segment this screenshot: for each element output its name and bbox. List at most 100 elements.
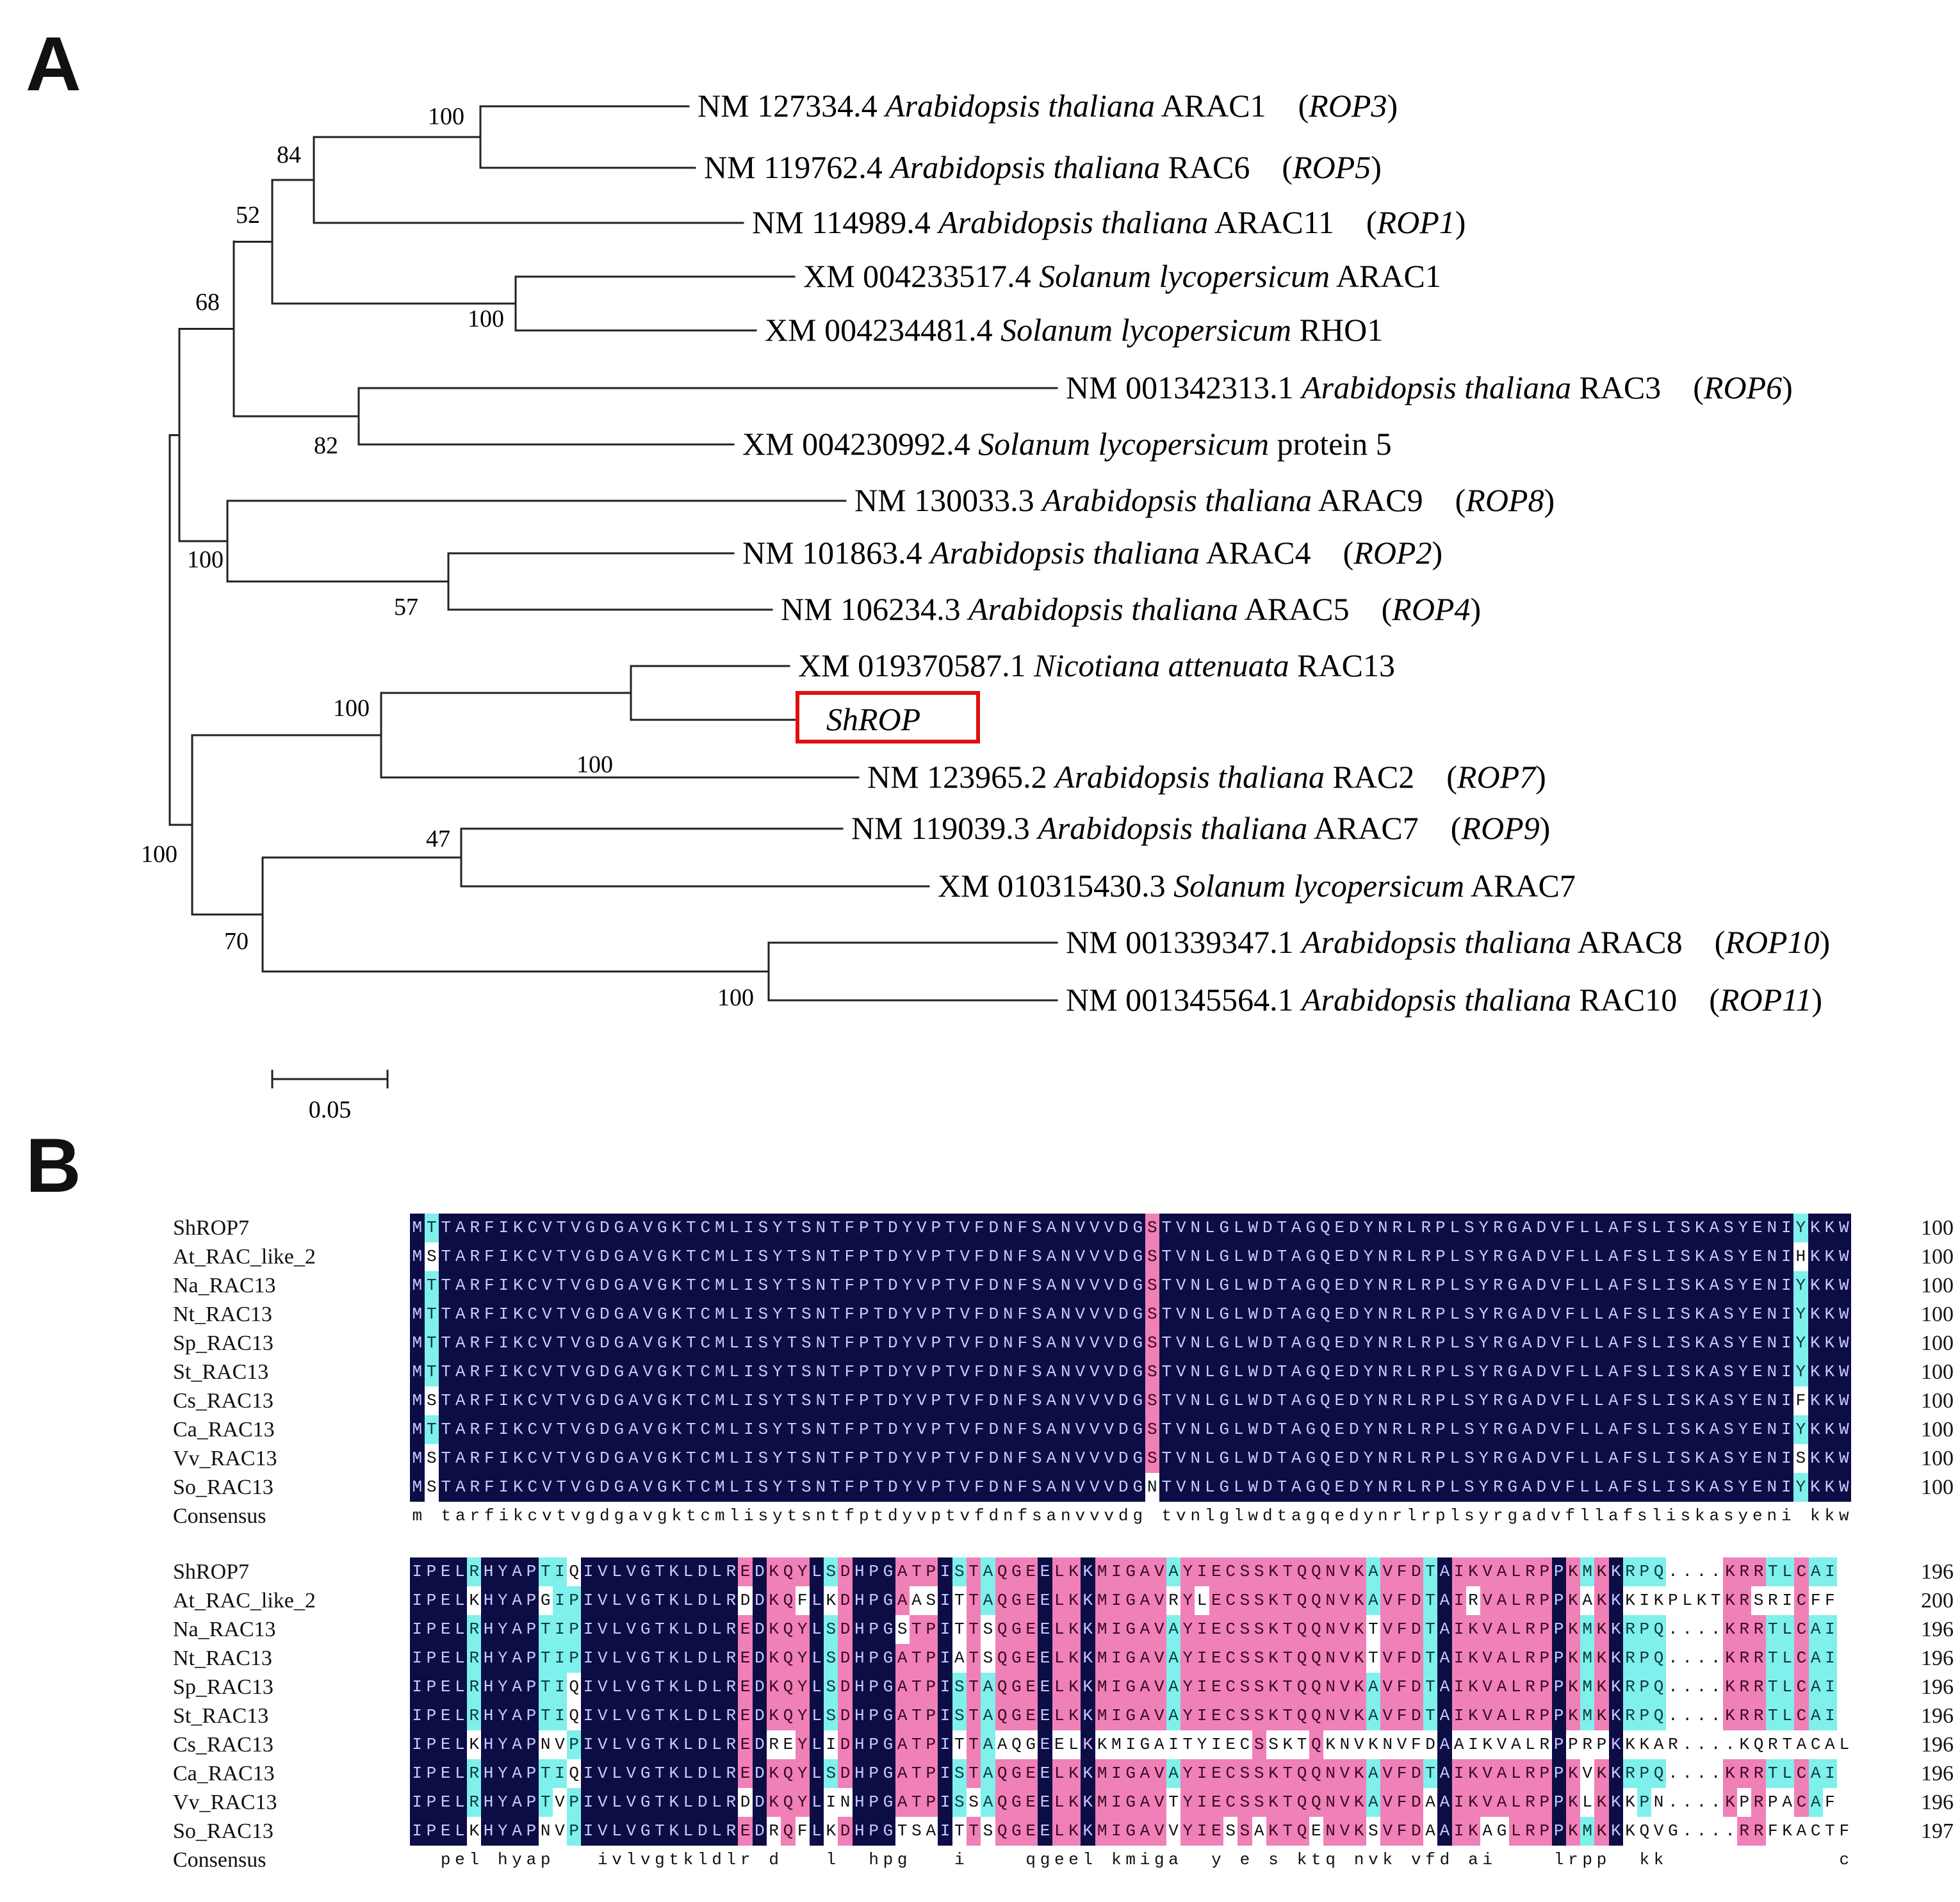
residue: Y: [1361, 1444, 1376, 1473]
residue: T: [1159, 1415, 1174, 1444]
residue: V: [641, 1214, 655, 1242]
residue: F: [1621, 1358, 1635, 1386]
residue: R: [468, 1386, 482, 1415]
residue: L: [1508, 1817, 1523, 1846]
residue: R: [1737, 1759, 1752, 1788]
residue: A: [453, 1329, 468, 1358]
residue: A: [1707, 1358, 1722, 1386]
residue: L: [1202, 1242, 1217, 1271]
residue: S: [895, 1615, 910, 1644]
residue: A: [981, 1586, 995, 1615]
residue: K: [1266, 1586, 1281, 1615]
residue: A: [895, 1586, 910, 1615]
residue: E: [438, 1673, 453, 1702]
residue: N: [1375, 1329, 1390, 1358]
residue: S: [1678, 1242, 1693, 1271]
residue: P: [524, 1586, 539, 1615]
residue: P: [1637, 1557, 1652, 1586]
consensus-residue: g: [1132, 1506, 1143, 1525]
residue: V: [1152, 1788, 1166, 1817]
residue: N: [1323, 1759, 1338, 1788]
residue: N: [538, 1817, 553, 1846]
residue: G: [1217, 1242, 1232, 1271]
residue: G: [881, 1788, 895, 1817]
residue: I: [496, 1444, 511, 1473]
residue: E: [1024, 1673, 1038, 1702]
residue: S: [1635, 1473, 1649, 1502]
residue: F: [1015, 1242, 1030, 1271]
residue: N: [1323, 1586, 1338, 1615]
residue: I: [1451, 1644, 1466, 1673]
residue: K: [1352, 1644, 1366, 1673]
residue: L: [1404, 1444, 1419, 1473]
residue: L: [1202, 1415, 1217, 1444]
residue: L: [1448, 1415, 1462, 1444]
consensus-residue: p: [1582, 1850, 1592, 1869]
tree-leaf-label: NM 001345564.1 Arabidopsis thaliana RAC1…: [1066, 982, 1822, 1018]
residue: L: [1202, 1473, 1217, 1502]
residue: T: [683, 1473, 698, 1502]
residue: K: [1822, 1214, 1837, 1242]
residue: R: [1751, 1644, 1766, 1673]
alignment-row: Sp_RAC13 I P E L R H Y A P T I Q I V L V G T K L D L R E D K Q Y L S D H…: [173, 1673, 1954, 1702]
residue: L: [1052, 1788, 1066, 1817]
residue: M: [1095, 1615, 1109, 1644]
alignment-block: ShROP7 I P E L R H Y A P T I Q I V L V G T K L D L R E D K Q Y L S D H P G…: [173, 1557, 1954, 1874]
residue: K: [1722, 1615, 1738, 1644]
residue: S: [1029, 1329, 1044, 1358]
residue: Y: [795, 1759, 810, 1788]
consensus-label: Consensus: [173, 1848, 266, 1872]
alignment-block: ShROP7 M T T A R F I K C V T V G D G A V G K T C M L I S Y T S N T F P T D…: [173, 1214, 1954, 1531]
consensus-residue: y: [1211, 1850, 1221, 1869]
residue: V: [1166, 1817, 1181, 1846]
residue: L: [1649, 1214, 1664, 1242]
residue: L: [1404, 1329, 1419, 1358]
residue: D: [1423, 1730, 1438, 1759]
residue: D: [838, 1817, 853, 1846]
residue: A: [453, 1358, 468, 1386]
residue: C: [698, 1415, 713, 1444]
residue: G: [1138, 1730, 1152, 1759]
residue: F: [1563, 1415, 1578, 1444]
residue: A: [1437, 1557, 1452, 1586]
residue: C: [525, 1473, 540, 1502]
residue: Y: [1195, 1730, 1209, 1759]
alignment-sequence-name: At_RAC_like_2: [173, 1244, 316, 1269]
consensus-residue: y: [1478, 1506, 1489, 1525]
residue: F: [1621, 1329, 1635, 1358]
residue: S: [824, 1615, 838, 1644]
residue: Y: [1793, 1473, 1808, 1502]
residue: D: [752, 1644, 767, 1673]
residue: N: [1375, 1271, 1390, 1300]
residue: A: [1707, 1271, 1722, 1300]
residue: K: [767, 1615, 781, 1644]
residue: A: [1138, 1586, 1152, 1615]
residue: A: [1044, 1358, 1059, 1386]
bootstrap-value: 52: [236, 202, 260, 229]
tree-leaf-label: NM 101863.4 Arabidopsis thaliana ARAC4 (…: [742, 535, 1442, 571]
residue: P: [856, 1358, 871, 1386]
residue: S: [1635, 1300, 1649, 1329]
residue: A: [626, 1300, 641, 1329]
residue: V: [1337, 1673, 1352, 1702]
residue: D: [597, 1271, 612, 1300]
residue: G: [638, 1673, 653, 1702]
residue: D: [695, 1759, 710, 1788]
residue: K: [1066, 1586, 1081, 1615]
residue: G: [583, 1444, 598, 1473]
residue: F: [1563, 1214, 1578, 1242]
consensus-residue: [1394, 1846, 1409, 1874]
residue: I: [1195, 1817, 1209, 1846]
residue: G: [1303, 1473, 1318, 1502]
residue: A: [1606, 1329, 1621, 1358]
residue: K: [1266, 1557, 1281, 1586]
residue: L: [1577, 1271, 1592, 1300]
residue: G: [1303, 1300, 1318, 1329]
consensus-residue: g: [614, 1506, 625, 1525]
residue: V: [539, 1300, 554, 1329]
residue: R: [1523, 1644, 1538, 1673]
alignment-sequence-name: Cs_RAC13: [173, 1388, 274, 1413]
residue: I: [1779, 1214, 1793, 1242]
residue: K: [1622, 1586, 1638, 1615]
residue: E: [1038, 1557, 1052, 1586]
